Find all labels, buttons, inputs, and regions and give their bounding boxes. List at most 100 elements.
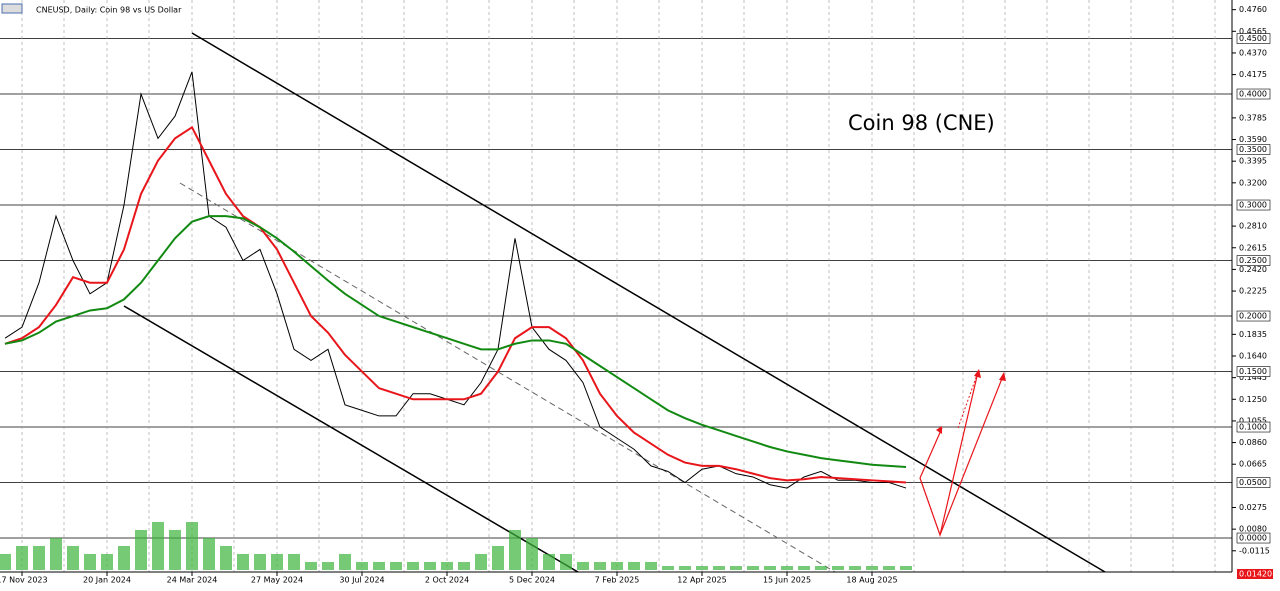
level-box [1236,477,1271,488]
x-tick-label: 30 Jul 2024 [339,576,384,585]
y-tick-label: 0.0860 [1239,438,1267,447]
volume-bar [339,554,351,570]
y-tick-label: 0.1445 [1239,373,1267,382]
level-box [1236,199,1271,211]
volume-bar [645,562,657,570]
toolbar-icons[interactable] [1,3,23,14]
level-label: 0.4000 [1239,90,1267,99]
volume-bar [509,530,521,570]
y-tick-label: 0.4370 [1239,48,1267,57]
volume-bar [220,546,232,570]
channel-bottom [123,305,579,573]
level-label: 0.0000 [1239,534,1267,543]
level-label: 0.3500 [1239,145,1267,154]
annotation: Coin 98 (CNE) [848,111,995,135]
level-box [1236,144,1271,155]
level-label: 0.4500 [1239,34,1267,43]
x-tick-label: 24 Mar 2024 [167,576,218,585]
x-tick-label: 20 Jan 2024 [83,576,131,585]
y-tick-label: 0.1640 [1239,351,1267,360]
x-tick-label: 2 Oct 2024 [425,576,469,585]
volume-bar [900,566,912,570]
volume-bar [594,562,606,570]
arrow-head [974,369,1006,381]
y-tick-label: 0.1835 [1239,330,1267,339]
arrow-head [936,426,942,434]
volume-bar [152,522,164,570]
y-tick-label: 0.0665 [1239,460,1267,469]
axis-labels: 0.4760 0.4565 0.4370 0.4175 0.3785 0.3590 0.33… [0,5,1273,585]
volume-bar [696,566,708,570]
volume-bar [67,546,79,570]
volume-bar [764,566,776,570]
volume-bar [356,562,368,570]
volume-bar [475,554,487,570]
level-box [1236,88,1271,100]
volume-bar [441,562,453,570]
volume-bar [458,562,470,570]
y-tick-label: 0.2615 [1239,243,1267,252]
volume-bar [832,566,844,570]
volume-bar [407,562,419,570]
y-tick-label: 0.3395 [1239,157,1267,166]
y-tick-label: 0.3785 [1239,113,1267,122]
volume-bar [118,546,130,570]
volume-bar [135,530,147,570]
volume-bar [16,546,28,570]
level-label: 0.1000 [1239,423,1267,432]
projection-dash [919,371,979,536]
volume-bar [781,566,793,570]
level-box [1236,33,1271,44]
volume-bar [0,554,11,570]
volume-bar [560,554,572,570]
x-tick-label: 17 Nov 2023 [0,576,48,585]
y-tick-label: 0.2810 [1239,222,1267,231]
volume-bar [815,566,827,570]
volume-bar [628,562,640,570]
grid [0,0,1232,572]
y-tick-label: 0.2420 [1239,265,1267,274]
volume-bar [747,566,759,570]
volume-bar [526,538,538,570]
volume-bar [424,562,436,570]
level-box [1236,366,1271,377]
y-tick-label: -0.0115 [1239,546,1270,555]
volume-bar [50,538,62,570]
volume-bar [169,530,181,570]
level-label: 0.0500 [1239,478,1267,487]
volume-bar [662,566,674,570]
y-tick-label: 0.2225 [1239,287,1267,296]
projection-arrow [919,427,943,479]
volume-bar [730,566,742,570]
y-tick-label: 0.1250 [1239,395,1267,404]
volume-bar [798,566,810,570]
current-price-label: 0.01420 [1239,570,1272,579]
level-label: 0.2000 [1239,312,1267,321]
x-tick-label: 12 Apr 2025 [677,576,726,585]
y-tick-label: 0.3200 [1239,178,1267,187]
volume-bar [101,554,113,570]
volume-bar [883,566,895,570]
level-box [1236,532,1271,544]
volume-bar [84,554,96,570]
y-tick-label: 0.4565 [1239,27,1267,36]
x-tick-label: 7 Feb 2025 [595,576,640,585]
volume-bar [849,566,861,570]
volume-bar [254,554,266,570]
volume-bar [237,554,249,570]
volume-bar [543,554,555,570]
x-tick-label: 18 Aug 2025 [846,576,897,585]
volume-bar [203,538,215,570]
series-line [4,215,907,468]
projection-arrow [939,375,1004,536]
level-label: 0.2500 [1239,256,1267,265]
y-tick-label: 0.1055 [1239,416,1267,425]
volume-bar [866,566,878,570]
level-box [1236,310,1271,322]
volume-bar [322,562,334,570]
y-tick-label: 0.4760 [1239,5,1267,14]
chart-title: CNEUSD, Daily: Coin 98 vs US Dollar [36,6,182,15]
volume-bar [186,522,198,570]
y-tick-label: 0.4175 [1239,70,1267,79]
